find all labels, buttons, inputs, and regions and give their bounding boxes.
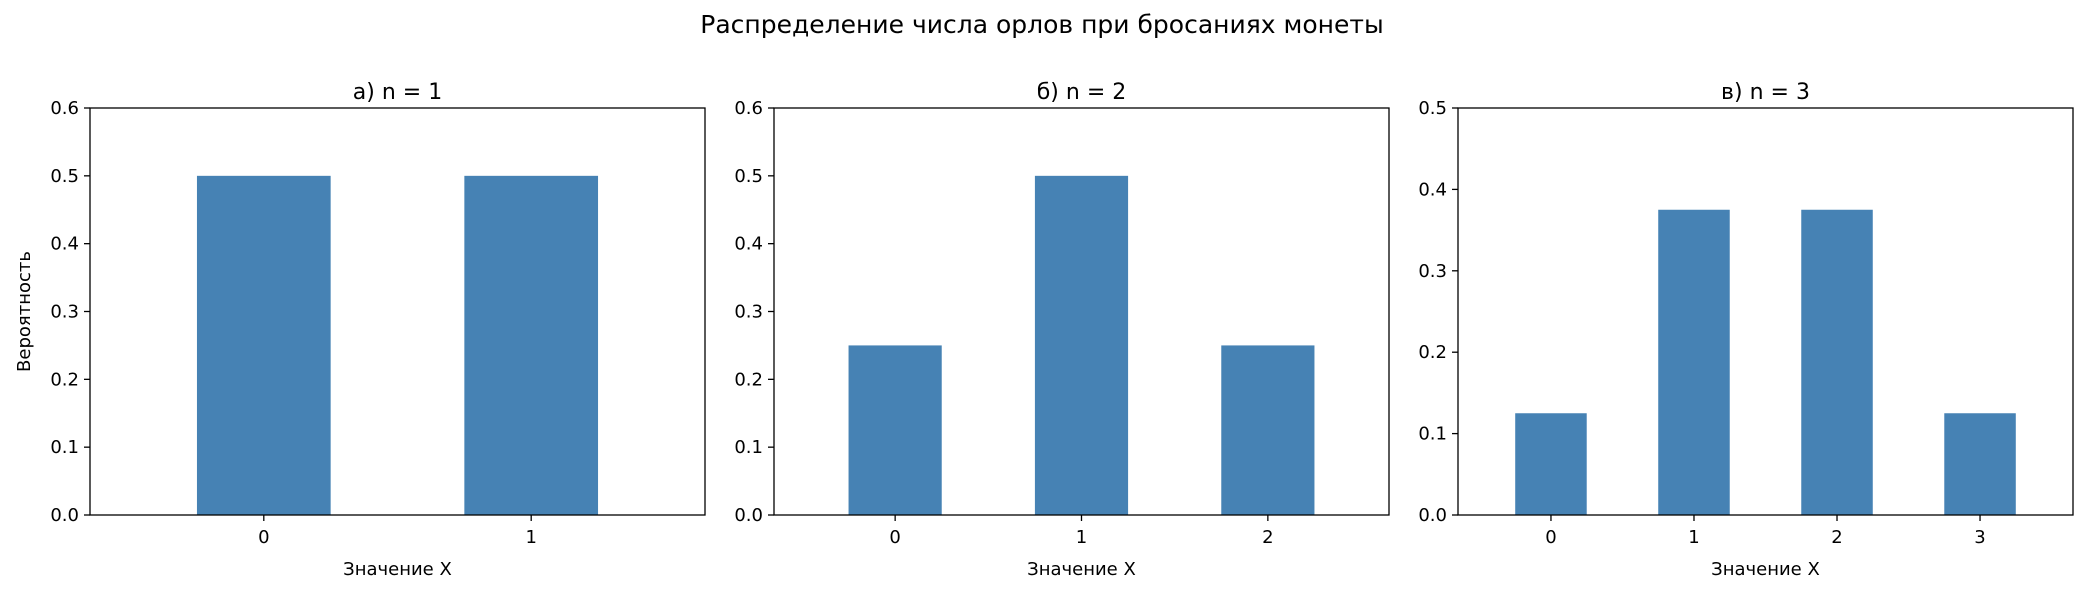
y-tick-label: 0.2 — [734, 369, 763, 390]
y-tick-label: 0.5 — [1418, 98, 1447, 119]
y-tick-label: 0.3 — [734, 302, 763, 323]
y-tick-label: 0.4 — [734, 234, 763, 255]
subplot-3: 0.0 0.1 0.2 0.3 0.4 0.5 0 1 2 3 в) n = 3 Значение X — [1418, 80, 2074, 580]
subplot-title: б) n = 2 — [1037, 80, 1127, 105]
figure-title: Распределение числа орлов при бросаниях … — [700, 10, 1384, 39]
y-tick-label: 0.1 — [1418, 424, 1447, 445]
bar-1 — [1658, 209, 1730, 515]
y-tick-label: 0.5 — [50, 166, 79, 187]
y-tick-label: 0.1 — [50, 437, 79, 458]
y-tick-label: 0.3 — [1418, 261, 1447, 282]
axes-frame — [89, 107, 706, 516]
y-tick-label: 0.0 — [1418, 505, 1447, 526]
x-axis-label: Значение X — [1027, 559, 1136, 580]
axes-frame — [1457, 107, 2074, 516]
x-axis-label: Значение X — [343, 559, 452, 580]
x-tick-label: 0 — [258, 527, 269, 548]
y-axis-label: Вероятность — [14, 251, 35, 372]
subplot-1: 0.0 0.1 0.2 0.3 0.4 0.5 0.6 0 1 а) n = 1 Значение … — [14, 80, 706, 580]
x-axis-label: Значение X — [1711, 559, 1820, 580]
y-tick-label: 0.6 — [734, 98, 763, 119]
x-tick-label: 1 — [1076, 527, 1087, 548]
y-tick-label: 0.6 — [50, 98, 79, 119]
x-tick-label: 0 — [889, 527, 900, 548]
x-tick-label: 1 — [525, 527, 536, 548]
subplot-title: а) n = 1 — [353, 80, 442, 105]
subplot-2: 0.0 0.1 0.2 0.3 0.4 0.5 0.6 0 1 2 б) n = 2 Значение… — [734, 80, 1390, 580]
x-tick-label: 0 — [1545, 527, 1556, 548]
x-tick-label: 3 — [1974, 527, 1985, 548]
y-tick-label: 0.2 — [1418, 342, 1447, 363]
y-tick-label: 0.0 — [50, 505, 79, 526]
y-tick-label: 0.1 — [734, 437, 763, 458]
bar-2 — [1221, 345, 1315, 515]
y-tick-label: 0.4 — [50, 234, 79, 255]
y-tick-label: 0.4 — [1418, 179, 1447, 200]
y-tick-label: 0.2 — [50, 369, 79, 390]
y-tick-label: 0.0 — [734, 505, 763, 526]
bar-2 — [1801, 209, 1873, 515]
bar-0 — [196, 175, 331, 516]
bar-0 — [1515, 413, 1587, 515]
bar-1 — [1034, 175, 1129, 516]
x-tick-label: 2 — [1262, 527, 1273, 548]
bar-3 — [1944, 413, 2016, 515]
subplot-title: в) n = 3 — [1721, 80, 1810, 105]
bar-0 — [848, 345, 942, 515]
y-tick-label: 0.5 — [734, 166, 763, 187]
x-tick-label: 2 — [1831, 527, 1842, 548]
bar-1 — [464, 175, 599, 516]
x-tick-label: 1 — [1688, 527, 1699, 548]
y-tick-label: 0.3 — [50, 302, 79, 323]
